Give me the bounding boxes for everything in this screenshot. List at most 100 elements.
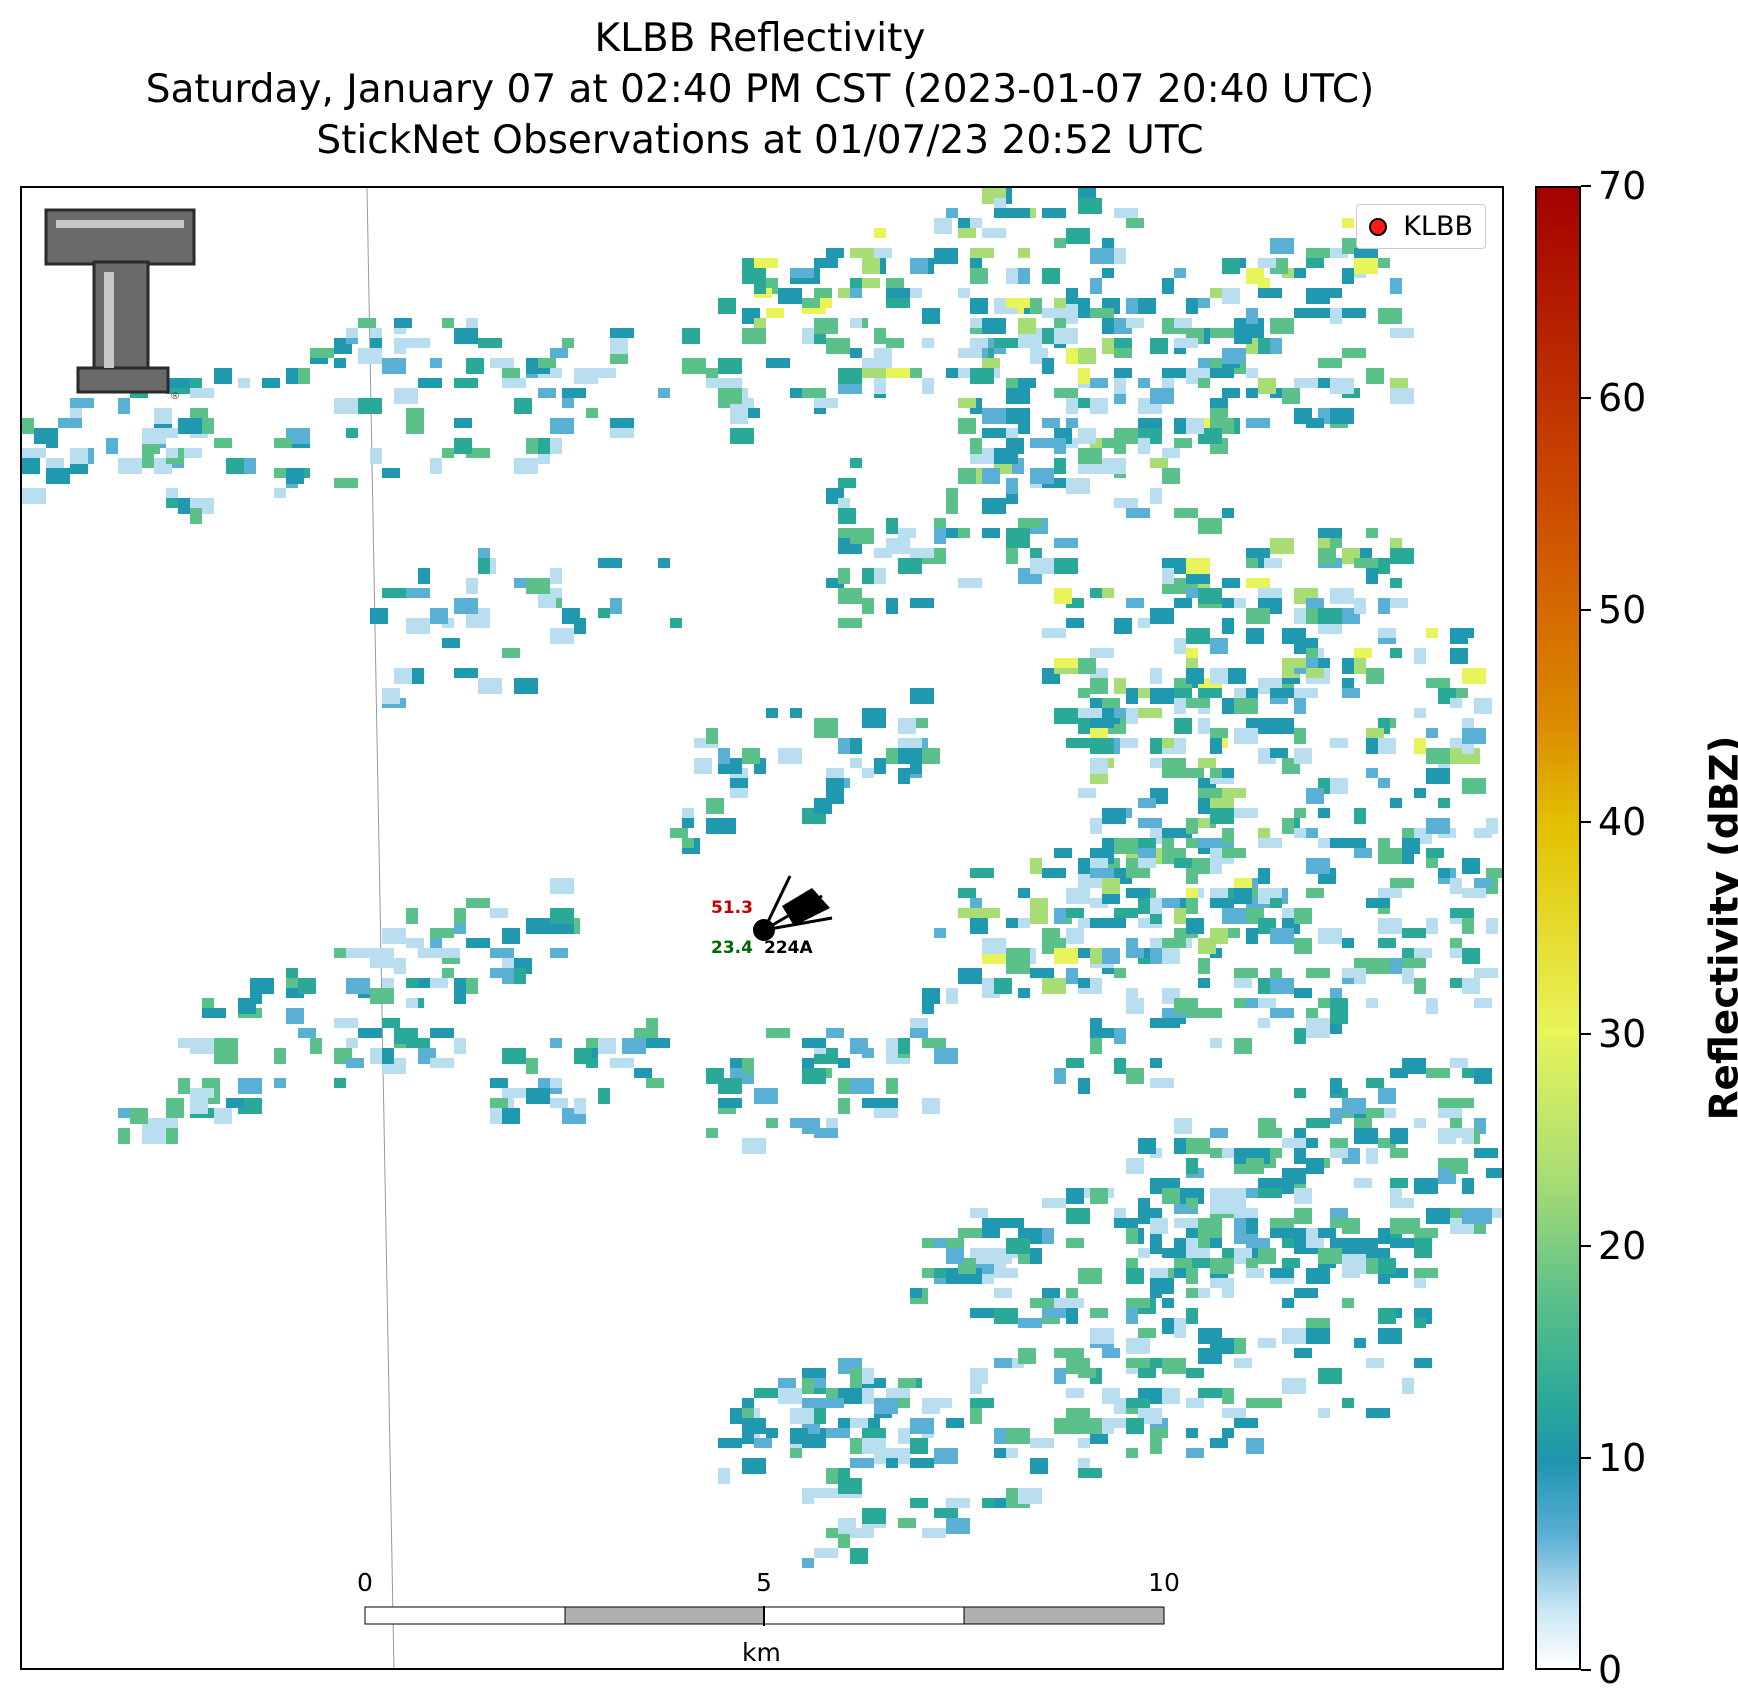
- reflectivity-cell: [994, 1308, 1018, 1324]
- reflectivity-cell: [1450, 878, 1462, 894]
- reflectivity-cell: [982, 938, 1006, 954]
- reflectivity-cell: [862, 1098, 886, 1108]
- reflectivity-cell: [1474, 828, 1492, 838]
- reflectivity-cell: [826, 1048, 838, 1064]
- reflectivity-cell: [982, 1498, 1000, 1508]
- reflectivity-cell: [982, 228, 1006, 238]
- reflectivity-cell: [178, 1038, 196, 1048]
- reflectivity-cell: [514, 578, 526, 588]
- reflectivity-cell: [1054, 1368, 1066, 1384]
- reflectivity-cell: [1198, 978, 1210, 988]
- reflectivity-cell: [1198, 588, 1222, 604]
- klbb-marker-icon: [1369, 217, 1388, 236]
- reflectivity-cell: [1474, 1068, 1492, 1084]
- reflectivity-cell: [1414, 1178, 1426, 1194]
- reflectivity-cell: [1258, 1018, 1270, 1028]
- reflectivity-cell: [1378, 938, 1396, 948]
- station-id: 224A: [764, 938, 813, 958]
- reflectivity-cell: [1330, 1138, 1348, 1148]
- reflectivity-cell: [1162, 838, 1174, 854]
- reflectivity-cell: [1366, 1078, 1384, 1088]
- reflectivity-cell: [1342, 1238, 1366, 1254]
- reflectivity-cell: [370, 948, 394, 958]
- reflectivity-cell: [1402, 958, 1426, 968]
- reflectivity-cell: [1426, 678, 1450, 688]
- reflectivity-cell: [874, 548, 892, 558]
- reflectivity-cell: [1246, 328, 1264, 338]
- reflectivity-cell: [1030, 908, 1048, 924]
- reflectivity-cell: [850, 278, 862, 288]
- reflectivity-cell: [1102, 458, 1126, 474]
- reflectivity-cell: [1126, 1158, 1144, 1174]
- reflectivity-cell: [922, 1038, 946, 1048]
- reflectivity-cell: [1198, 378, 1210, 388]
- reflectivity-cell: [910, 1438, 928, 1454]
- reflectivity-cell: [1126, 1068, 1144, 1084]
- county-boundary-line: [366, 188, 395, 1668]
- reflectivity-cell: [1138, 1398, 1150, 1408]
- reflectivity-cell: [850, 1528, 874, 1538]
- reflectivity-cell: [1054, 908, 1066, 924]
- reflectivity-cell: [478, 548, 490, 558]
- reflectivity-cell: [874, 358, 892, 368]
- reflectivity-cell: [1426, 728, 1438, 738]
- legend-label: KLBB: [1403, 211, 1473, 242]
- reflectivity-cell: [1066, 1308, 1078, 1324]
- reflectivity-cell: [1102, 838, 1114, 848]
- reflectivity-cell: [1330, 1208, 1348, 1218]
- reflectivity-cell: [886, 518, 898, 534]
- reflectivity-cell: [382, 688, 400, 704]
- reflectivity-cell: [1222, 908, 1246, 924]
- reflectivity-cell: [1078, 918, 1096, 928]
- reflectivity-cell: [466, 578, 478, 594]
- reflectivity-cell: [1222, 848, 1246, 858]
- reflectivity-cell: [502, 1088, 526, 1098]
- reflectivity-cell: [1330, 1148, 1348, 1158]
- reflectivity-cell: [1126, 708, 1138, 724]
- reflectivity-cell: [874, 348, 892, 358]
- reflectivity-cell: [1426, 848, 1444, 858]
- reflectivity-cell: [742, 1458, 766, 1474]
- reflectivity-cell: [1330, 408, 1354, 424]
- reflectivity-cell: [430, 608, 448, 624]
- reflectivity-cell: [1294, 1168, 1306, 1184]
- reflectivity-cell: [1150, 608, 1174, 624]
- reflectivity-cell: [394, 338, 406, 354]
- reflectivity-cell: [1438, 1108, 1462, 1118]
- reflectivity-cell: [418, 378, 442, 388]
- reflectivity-cell: [802, 388, 826, 398]
- reflectivity-cell: [1474, 878, 1492, 888]
- reflectivity-cell: [1270, 1008, 1294, 1018]
- reflectivity-cell: [1354, 1338, 1366, 1348]
- reflectivity-cell: [1258, 1128, 1282, 1138]
- reflectivity-cell: [1390, 1148, 1408, 1158]
- radar-map[interactable]: ® KLBB 51.3 23.4 224A 0 5 10 km: [20, 186, 1504, 1670]
- reflectivity-cell: [1246, 578, 1270, 588]
- reflectivity-cell: [574, 368, 598, 384]
- reflectivity-cell: [1150, 738, 1162, 754]
- reflectivity-cell: [994, 448, 1018, 464]
- reflectivity-cell: [934, 518, 946, 528]
- reflectivity-cell: [1270, 928, 1294, 944]
- reflectivity-cell: [190, 1088, 214, 1098]
- reflectivity-cell: [838, 498, 850, 508]
- reflectivity-cell: [58, 418, 82, 428]
- reflectivity-cell: [514, 678, 526, 688]
- reflectivity-cell: [1390, 1238, 1414, 1248]
- reflectivity-cell: [634, 1028, 658, 1038]
- reflectivity-cell: [154, 408, 172, 424]
- reflectivity-cell: [406, 338, 430, 348]
- reflectivity-cell: [1342, 218, 1354, 228]
- reflectivity-cell: [1246, 388, 1258, 398]
- reflectivity-cell: [1330, 1008, 1348, 1024]
- reflectivity-cell: [1450, 698, 1462, 708]
- reflectivity-cell: [970, 268, 988, 284]
- colorbar-tick-label: 70: [1598, 164, 1647, 208]
- reflectivity-cell: [1090, 738, 1114, 754]
- scale-label-10: 10: [1148, 1568, 1180, 1597]
- reflectivity-cell: [922, 1268, 934, 1278]
- reflectivity-cell: [514, 398, 532, 414]
- reflectivity-cell: [1378, 1108, 1396, 1118]
- reflectivity-cell: [166, 378, 190, 388]
- reflectivity-cell: [1018, 988, 1030, 998]
